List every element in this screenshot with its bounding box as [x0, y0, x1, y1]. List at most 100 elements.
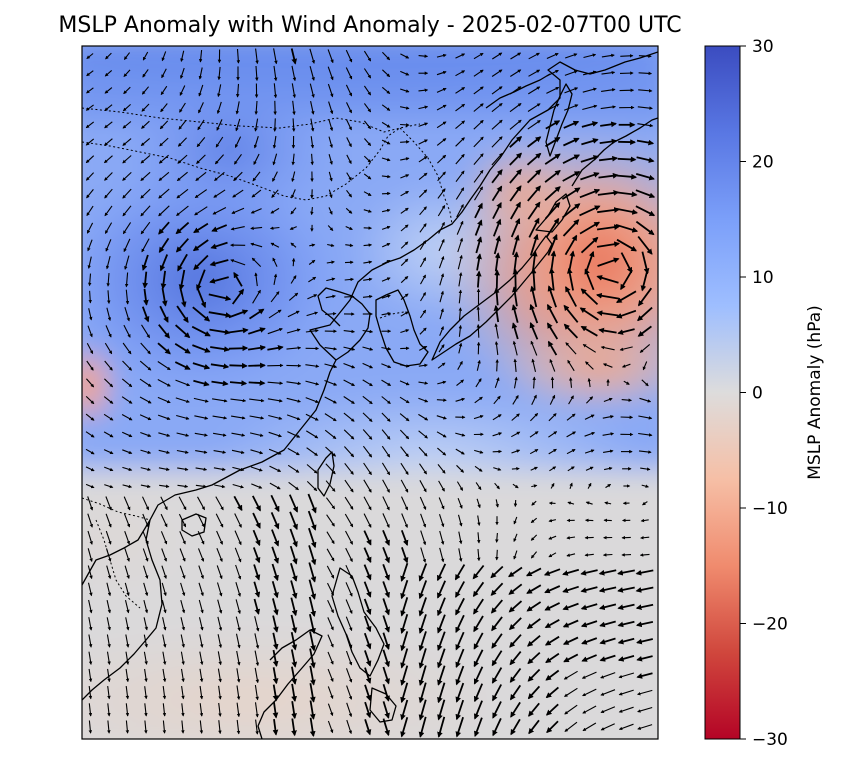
wind-arrow	[88, 668, 93, 683]
wind-arrow	[326, 531, 335, 545]
wind-arrow	[436, 563, 447, 582]
wind-arrow	[511, 449, 521, 454]
wind-arrow	[400, 462, 409, 475]
wind-arrow	[271, 580, 279, 599]
wind-arrow	[381, 311, 392, 316]
wind-arrow	[419, 327, 427, 335]
wind-arrow	[635, 189, 656, 199]
wind-arrow	[250, 449, 264, 455]
wind-arrow	[641, 484, 649, 488]
wind-arrow	[308, 527, 317, 549]
wind-arrow	[636, 156, 655, 163]
wind-arrow	[436, 580, 447, 599]
wind-arrow	[561, 203, 581, 219]
wind-arrow	[286, 328, 301, 334]
wind-arrow	[381, 462, 391, 476]
wind-arrow	[549, 358, 556, 372]
wind-arrow	[563, 653, 579, 663]
wind-arrow	[249, 308, 265, 320]
wind-arrow	[436, 87, 447, 93]
wind-arrow	[212, 207, 227, 215]
wind-arrow	[476, 253, 482, 271]
wind-arrow	[195, 467, 208, 471]
wind-arrow	[363, 462, 372, 476]
wind-arrow	[272, 615, 279, 633]
wind-arrow	[437, 464, 446, 474]
wind-arrow	[581, 138, 599, 146]
wind-arrow	[548, 535, 557, 540]
wind-arrow	[107, 668, 111, 683]
wind-arrow	[381, 396, 391, 404]
wind-arrow	[527, 136, 542, 148]
wind-arrow	[455, 170, 465, 183]
wind-arrow	[363, 581, 372, 598]
wind-arrow	[418, 189, 428, 198]
wind-arrow	[363, 632, 372, 650]
wind-arrow	[583, 53, 597, 59]
wind-arrow	[458, 272, 463, 287]
wind-arrow	[291, 189, 296, 199]
wind-arrow	[175, 238, 189, 253]
wind-arrow	[192, 362, 211, 370]
wind-arrow	[124, 565, 130, 579]
wind-arrow	[327, 582, 334, 596]
wind-arrow	[400, 479, 409, 493]
wind-arrow	[216, 565, 223, 580]
wind-arrow	[345, 49, 353, 63]
wind-arrow	[584, 449, 595, 454]
wind-arrow	[267, 381, 284, 385]
wind-arrow	[345, 547, 353, 563]
wind-arrow	[272, 135, 277, 149]
wind-arrow	[122, 205, 132, 217]
wind-arrow	[419, 240, 427, 250]
wind-arrow	[637, 235, 653, 255]
wind-arrow	[455, 432, 466, 437]
wind-arrow	[596, 310, 619, 317]
wind-arrow	[253, 136, 259, 149]
wind-arrow	[362, 395, 373, 405]
wind-arrow	[250, 208, 262, 214]
wind-arrow	[418, 597, 427, 617]
map-panel	[82, 46, 658, 739]
wind-arrow	[106, 617, 111, 631]
wind-arrow	[509, 651, 522, 666]
wind-arrow	[235, 101, 240, 115]
wind-arrow	[381, 225, 391, 230]
wind-arrow	[476, 323, 481, 338]
wind-arrow	[584, 268, 595, 291]
wind-arrow	[289, 528, 298, 548]
wind-arrow	[179, 85, 186, 96]
wind-arrow	[382, 632, 390, 650]
wind-arrow	[544, 202, 561, 220]
wind-arrow	[617, 586, 635, 593]
wind-arrow	[212, 415, 228, 420]
wind-arrow	[106, 565, 112, 580]
wind-arrow	[512, 394, 519, 405]
wind-arrow	[105, 239, 112, 252]
wind-arrow	[290, 649, 298, 668]
wind-arrow	[362, 329, 374, 334]
wind-arrow	[85, 466, 95, 472]
wind-arrow	[528, 52, 540, 60]
wind-arrow	[343, 346, 356, 351]
wind-arrow	[623, 380, 630, 385]
wind-arrow	[253, 153, 260, 166]
wind-arrow	[290, 242, 297, 248]
wind-arrow	[458, 342, 463, 354]
wind-arrow	[250, 226, 263, 231]
wind-arrow	[104, 205, 113, 217]
wind-arrow	[509, 168, 522, 184]
wind-arrow	[328, 136, 333, 149]
wind-arrow	[122, 342, 132, 355]
wind-arrow	[194, 415, 209, 420]
wind-arrow	[178, 496, 187, 511]
wind-arrow	[86, 70, 94, 77]
wind-arrow	[229, 380, 248, 386]
wind-arrow	[217, 616, 223, 631]
wind-arrow	[106, 634, 111, 648]
wind-arrow	[579, 221, 600, 235]
wind-arrow	[400, 562, 409, 582]
wind-arrow	[161, 565, 167, 579]
wind-arrow	[290, 597, 298, 617]
wind-arrow	[400, 190, 410, 197]
